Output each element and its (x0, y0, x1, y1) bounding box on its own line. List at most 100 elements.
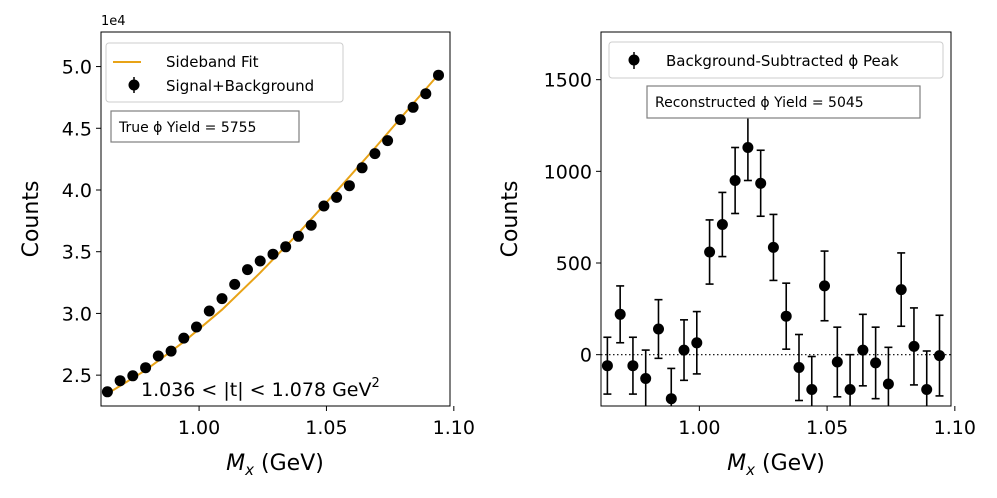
right-y-axis-label: Counts (498, 181, 523, 258)
signal-background-point (140, 362, 152, 374)
signal-background-point (152, 350, 164, 362)
right-reconstructed-yield-text: Reconstructed ϕ Yield = 5045 (655, 95, 864, 111)
signal-background-point (433, 69, 444, 81)
bg-subtracted-point (870, 357, 882, 369)
right-ticks-layer: 1.00 1.05 1.10 0 500 1000 1500 (544, 70, 976, 439)
signal-background-point (331, 191, 343, 203)
right-y-tick-label: 1000 (544, 161, 592, 183)
left-x-tick-label: 1.05 (305, 417, 347, 439)
right-y-tick-label: 500 (556, 253, 592, 275)
left-y-tick-label: 4.0 (62, 180, 92, 202)
legend-bg-subtracted-marker (628, 54, 640, 66)
bg-subtracted-point (653, 323, 664, 335)
signal-background-point (420, 88, 432, 100)
legend-signal-background-marker (128, 79, 140, 91)
left-y-axis-label: Counts (19, 181, 44, 258)
legend-bg-subtracted-label: Background-Subtracted ϕ Peak (666, 52, 899, 70)
left-sideband-fit-layer (106, 70, 442, 395)
left-y-tick-label: 3.5 (62, 242, 92, 264)
bg-subtracted-point (678, 344, 690, 356)
left-x-tick-label: 1.00 (178, 417, 220, 439)
bg-subtracted-point (614, 308, 626, 320)
signal-background-point (267, 248, 279, 260)
bg-subtracted-point (934, 350, 945, 362)
left-y-offset-label: 1e4 (101, 14, 126, 29)
bg-subtracted-point (742, 142, 754, 153)
signal-background-point (394, 114, 406, 126)
bg-subtracted-point (716, 219, 728, 230)
signal-background-point (229, 278, 241, 290)
bg-subtracted-point (601, 360, 613, 372)
bg-subtracted-point (729, 175, 741, 186)
left-y-tick-label: 3.0 (62, 303, 92, 325)
left-y-tick-label: 4.5 (62, 118, 92, 140)
bg-subtracted-point (831, 356, 843, 368)
signal-background-point (127, 370, 139, 382)
left-legend: Sideband Fit Signal+Background (105, 42, 344, 103)
right-legend: Background-Subtracted ϕ Peak (608, 41, 944, 79)
signal-background-point (356, 162, 368, 174)
signal-background-point (191, 321, 202, 333)
signal-background-point (382, 135, 394, 147)
bg-subtracted-point (857, 344, 869, 356)
bg-subtracted-point (882, 378, 894, 390)
signal-background-point (254, 255, 266, 267)
bg-subtracted-point (767, 241, 779, 253)
left-true-yield-text: True ϕ Yield = 5755 (118, 120, 256, 136)
bg-subtracted-point (640, 373, 652, 384)
signal-background-point (178, 332, 190, 344)
bg-subtracted-point (819, 280, 830, 292)
signal-background-point (216, 293, 228, 305)
signal-background-point (203, 305, 215, 317)
bg-subtracted-point (921, 384, 933, 395)
signal-background-point (318, 200, 330, 212)
right-x-axis-label: Mx (GeV) (727, 451, 825, 479)
bg-subtracted-point (755, 177, 767, 189)
bg-subtracted-point (895, 284, 907, 296)
left-data-points-layer (101, 69, 444, 398)
bg-subtracted-point (691, 337, 703, 349)
left-x-tick-label: 1.10 (433, 417, 475, 439)
left-ticks-layer: 1.00 1.05 1.10 2.5 3.0 3.5 4.0 4.5 5.0 (62, 57, 475, 439)
bg-subtracted-point (793, 362, 805, 373)
left-y-tick-label: 2.5 (62, 365, 92, 387)
bg-subtracted-point (806, 384, 818, 395)
right-x-tick-label: 1.05 (806, 417, 848, 439)
bg-subtracted-point (908, 340, 920, 352)
left-true-yield-box: True ϕ Yield = 5755 (110, 110, 300, 143)
signal-background-point (101, 386, 113, 398)
right-reconstructed-yield-box: Reconstructed ϕ Yield = 5045 (646, 85, 921, 119)
left-y-tick-label: 5.0 (62, 57, 92, 79)
sideband-fit-curve (106, 70, 442, 395)
left-x-axis-label: Mx (GeV) (226, 451, 324, 479)
left-axes-frame (100, 31, 451, 407)
right-y-tick-label: 1500 (544, 70, 592, 92)
bg-subtracted-point (627, 360, 639, 372)
signal-background-point (305, 219, 317, 231)
legend-sideband-fit-label: Sideband Fit (166, 53, 259, 71)
left-legend-frame (105, 42, 344, 103)
signal-background-point (242, 264, 253, 276)
bg-subtracted-point (704, 246, 716, 258)
right-panel: 1.00 1.05 1.10 0 500 1000 1500 Counts Mx (GeV)… (498, 31, 976, 479)
signal-background-point (343, 180, 355, 192)
signal-background-point (407, 101, 419, 113)
right-axes-frame (600, 31, 952, 407)
right-x-tick-label: 1.10 (934, 417, 976, 439)
right-reconstructed-yield-frame (646, 85, 921, 119)
left-panel: 1.00 1.05 1.10 2.5 3.0 3.5 4.0 4.5 5.0 1e4 Count… (19, 14, 475, 479)
bg-subtracted-point (665, 393, 677, 405)
legend-signal-background-label: Signal+Background (166, 77, 314, 95)
left-true-yield-frame (110, 110, 300, 143)
signal-background-point (292, 230, 304, 242)
bg-subtracted-point (780, 310, 792, 322)
right-x-tick-label: 1.00 (678, 417, 720, 439)
right-data-points-layer (601, 113, 945, 406)
bg-subtracted-point (844, 384, 856, 395)
t-range-annotation: 1.036 < |t| < 1.078 GeV2 (141, 376, 380, 401)
signal-background-point (280, 241, 292, 253)
signal-background-point (165, 345, 177, 357)
right-y-tick-label: 0 (580, 345, 592, 367)
right-legend-frame (608, 41, 944, 79)
